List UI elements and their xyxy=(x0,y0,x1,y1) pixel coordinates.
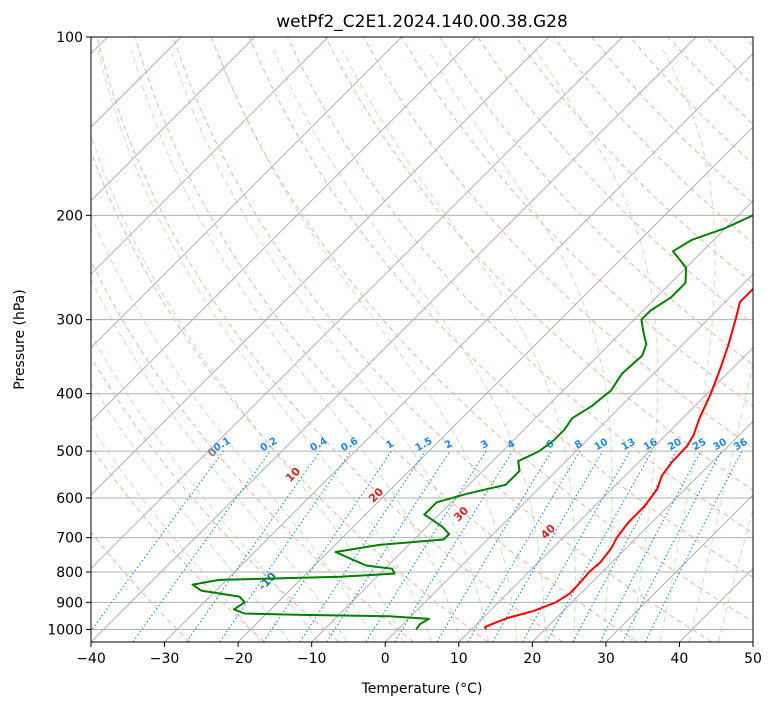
moist-adiabat xyxy=(91,278,348,642)
y-tick-label: 900 xyxy=(56,595,83,611)
isobar-gridlines xyxy=(91,37,753,630)
moist-adiabat xyxy=(131,49,461,642)
dry-adiabat xyxy=(325,37,753,491)
dry-adiabat xyxy=(591,37,753,205)
chart-title: wetPf2_C2E1.2024.140.00.38.G28 xyxy=(276,12,568,32)
x-tick-label: −10 xyxy=(297,651,327,667)
profile-line xyxy=(191,214,753,630)
y-tick-label: 400 xyxy=(56,387,83,403)
isotherm-line xyxy=(91,37,550,496)
dry-adiabat xyxy=(515,37,753,284)
y-tick-label: 600 xyxy=(56,491,83,507)
profile-line xyxy=(484,287,753,630)
dry-adiabat xyxy=(553,37,753,244)
mixing-ratio-line xyxy=(132,450,271,642)
x-axis-ticks: −40 −30 −20 −10 0 10 20 30 40 50 xyxy=(76,642,762,667)
moist-adiabat xyxy=(217,49,518,642)
x-tick-label: 30 xyxy=(597,651,615,667)
y-tick-label: 200 xyxy=(56,208,83,224)
mixing-ratio-line xyxy=(394,450,514,642)
moist-adiabat xyxy=(170,49,489,642)
mixing-ratio-line xyxy=(91,450,224,632)
mixing-ratio-line xyxy=(436,450,552,642)
mixing-ratio-line xyxy=(219,450,352,642)
isotherm-line xyxy=(91,37,697,642)
mixing-ratio-line xyxy=(467,450,581,642)
moist-adiabat xyxy=(91,381,291,642)
isotherm-line xyxy=(458,347,753,642)
moist-adiabat xyxy=(659,49,716,642)
y-axis-ticks: 100 200 300 400 500 600 700 800 900 1000 xyxy=(47,30,91,638)
x-axis-label: Temperature (°C) xyxy=(361,681,483,697)
dry-adiabat xyxy=(401,37,753,407)
x-tick-label: 10 xyxy=(450,651,468,667)
mixing-ratio-label: 6 xyxy=(544,438,556,451)
mixing-ratio-line xyxy=(522,450,631,642)
mixing-ratio-lines xyxy=(91,450,743,642)
dry-adiabat xyxy=(248,37,753,578)
isotherm-line xyxy=(91,37,256,202)
dry-adiabat xyxy=(134,37,638,642)
y-axis-label: Pressure (hPa) xyxy=(12,289,28,389)
moist-adiabat xyxy=(97,49,433,642)
dry-adiabat xyxy=(439,37,753,366)
y-tick-label: 1000 xyxy=(47,622,83,638)
isotherm-line xyxy=(91,37,476,423)
moist-adiabat xyxy=(273,49,546,642)
mixing-ratio-label: 8 xyxy=(573,438,585,451)
y-tick-label: 100 xyxy=(56,30,83,46)
x-tick-label: 50 xyxy=(744,651,762,667)
mixing-ratio-line xyxy=(644,450,743,642)
moist-adiabat xyxy=(688,360,753,642)
isotherm-line xyxy=(384,273,753,642)
dry-adiabat xyxy=(287,37,753,534)
isotherm-line xyxy=(164,52,753,642)
mixing-ratio-label: 4 xyxy=(506,438,518,451)
dry-adiabat xyxy=(91,531,191,642)
y-tick-label: 500 xyxy=(56,444,83,460)
mixing-ratio-line xyxy=(299,450,426,642)
mixing-ratio-label: 3 xyxy=(479,438,491,451)
mixing-ratio-label: 2 xyxy=(443,438,455,451)
x-tick-label: 0 xyxy=(381,651,390,667)
moist-adiabats xyxy=(91,49,753,642)
moist-adiabat xyxy=(91,333,319,642)
x-tick-label: 40 xyxy=(671,651,689,667)
moist-adiabat xyxy=(91,425,262,642)
mixing-ratio-line xyxy=(622,450,722,642)
mixing-ratio-line xyxy=(263,450,392,642)
moist-adiabat xyxy=(717,507,753,642)
y-tick-label: 300 xyxy=(56,313,83,329)
isotherm-line xyxy=(91,37,403,349)
isotherm-line xyxy=(91,37,329,275)
moist-adiabat xyxy=(91,133,405,642)
x-tick-label: −20 xyxy=(223,651,253,667)
y-tick-label: 700 xyxy=(56,531,83,547)
mixing-ratio-line xyxy=(186,450,321,642)
profile-series xyxy=(191,214,753,630)
x-tick-label: 20 xyxy=(523,651,541,667)
x-tick-label: −30 xyxy=(150,651,180,667)
isotherm-line xyxy=(605,494,753,642)
isotherm-line xyxy=(91,37,623,570)
dry-adiabat xyxy=(210,37,753,623)
x-tick-label: −40 xyxy=(76,651,106,667)
isotherm-line xyxy=(531,420,753,642)
plot-area: 0.1 0.2 0.4 0.6 1 1.5 2 3 4 6 8 10 13 16 20 25 30 36-1001… xyxy=(91,37,753,642)
dry-adiabat xyxy=(91,356,340,642)
moist-adiabat xyxy=(534,49,659,642)
y-tick-label: 800 xyxy=(56,565,83,581)
plot-frame xyxy=(90,36,754,643)
isotherm-line xyxy=(237,126,753,642)
dry-adiabat xyxy=(91,259,414,642)
mixing-ratio-label: 1 xyxy=(385,438,397,451)
moist-adiabat xyxy=(341,49,576,642)
